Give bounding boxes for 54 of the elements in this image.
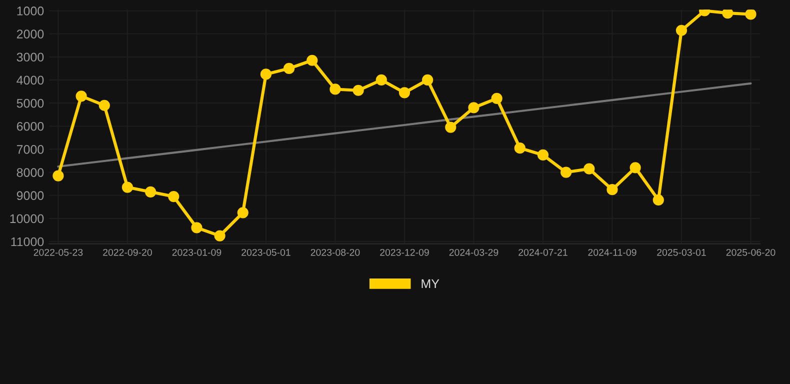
y-tick-label: 3000: [16, 52, 44, 62]
point: [606, 184, 618, 196]
y-tick-label: 11000: [11, 237, 44, 246]
point: [76, 90, 87, 102]
x-tick-label: 2023-05-01: [242, 248, 290, 256]
y-tick-label: 4000: [16, 76, 44, 85]
point: [98, 100, 110, 111]
y-tick-label: 10000: [10, 214, 44, 224]
point: [514, 142, 526, 154]
point: [676, 24, 688, 36]
y-tick-label: 2000: [16, 30, 44, 38]
y-tick-label: 8000: [16, 168, 44, 177]
y-tick-label: 6000: [16, 122, 44, 131]
point: [376, 74, 387, 86]
point: [284, 62, 295, 74]
point: [260, 68, 272, 80]
point: [191, 222, 202, 234]
point: [491, 92, 502, 104]
point: [560, 166, 572, 178]
x-tick-label: 2023-12-09: [380, 248, 429, 256]
point: [630, 162, 641, 174]
y-tick-label: 9000: [16, 191, 44, 200]
point: [352, 84, 364, 96]
x-tick-label: 2024-03-29: [449, 248, 498, 256]
point: [168, 190, 180, 202]
x-tick-label: 2023-08-20: [310, 248, 360, 256]
x-tick-label: 2025-03-01: [657, 248, 706, 256]
point: [144, 186, 156, 198]
point: [468, 102, 480, 114]
point: [584, 163, 595, 174]
point: [214, 230, 226, 242]
x-tick-label: 2022-09-20: [103, 248, 152, 256]
point: [52, 170, 64, 182]
point: [745, 10, 756, 20]
point: [722, 10, 734, 19]
x-tick-label: 2024-11-09: [588, 248, 636, 256]
legend-label: MY: [422, 279, 440, 288]
point: [122, 182, 134, 193]
line-series: [57, 82, 752, 168]
y-tick-label: 7000: [16, 145, 44, 154]
y-tick-label: 1000: [17, 6, 44, 16]
x-tick-label: 2022-05-23: [34, 248, 83, 256]
y-tick-label: 5000: [16, 98, 44, 108]
point: [445, 122, 456, 133]
point: [330, 84, 341, 95]
x-tick-label: 2023-01-09: [172, 248, 222, 256]
point: [398, 87, 410, 98]
point: [652, 194, 664, 206]
x-tick-label: 2025-06-20: [726, 248, 776, 256]
point: [537, 149, 549, 161]
point: [306, 54, 318, 66]
point: [237, 207, 248, 218]
point: [422, 74, 434, 86]
x-tick-label: 2024-07-21: [518, 248, 568, 256]
